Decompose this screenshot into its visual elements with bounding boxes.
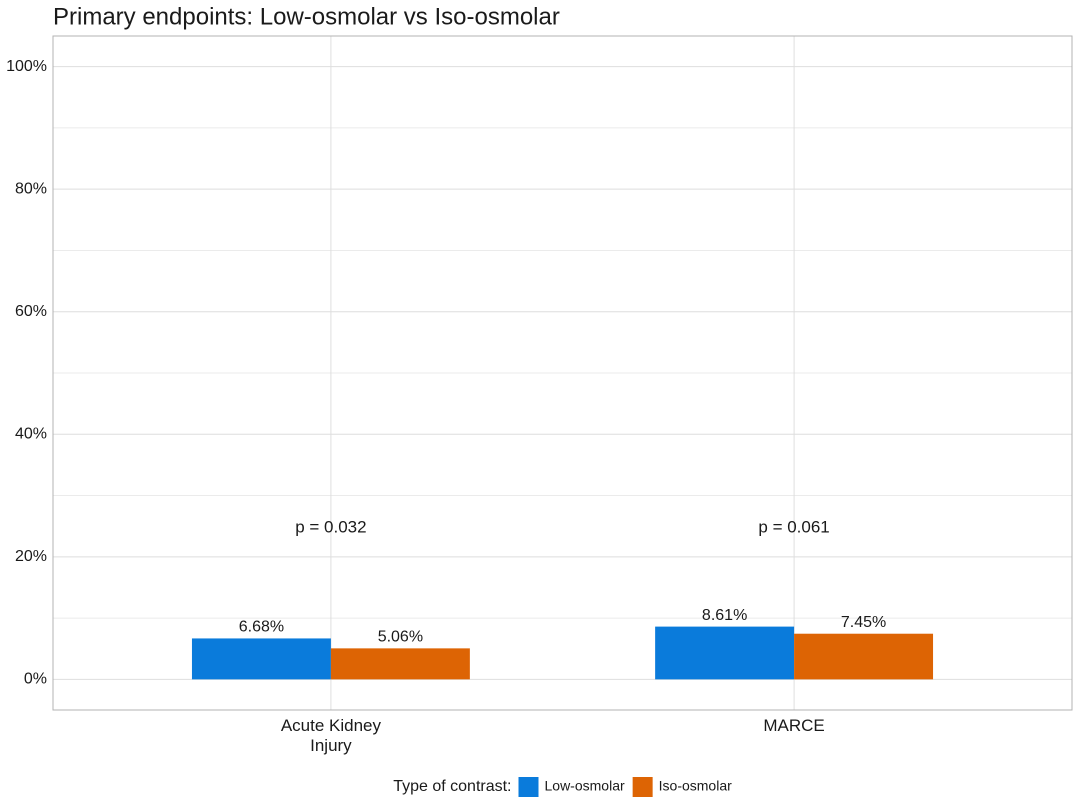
y-tick-label: 80% [15, 180, 47, 197]
value-label: 8.61% [702, 607, 747, 624]
legend-title: Type of contrast: [393, 778, 511, 795]
bar [794, 633, 934, 680]
panel-border [52, 35, 1073, 711]
value-label: 5.06% [378, 629, 423, 646]
value-label: 6.68% [239, 619, 284, 636]
x-tick-label: MARCE [763, 716, 825, 735]
bar [330, 648, 470, 680]
annotation: p = 0.061 [758, 517, 829, 536]
legend-key [632, 777, 653, 797]
y-tick-label: 20% [15, 548, 47, 565]
annotation: p = 0.032 [295, 517, 366, 536]
legend-label: Low-osmolar [545, 778, 625, 794]
y-tick-label: 60% [15, 303, 47, 320]
legend-label: Iso-osmolar [659, 778, 732, 794]
y-tick-label: 0% [24, 671, 47, 688]
bar [191, 638, 331, 680]
y-tick-label: 100% [6, 58, 47, 75]
x-tick-label: Acute Kidney Injury [280, 716, 381, 755]
value-label: 7.45% [841, 614, 886, 631]
legend-key [518, 777, 539, 797]
bar [655, 626, 795, 680]
y-tick-label: 40% [15, 425, 47, 442]
chart-title: Primary endpoints: Low-osmolar vs Iso-os… [53, 3, 560, 30]
